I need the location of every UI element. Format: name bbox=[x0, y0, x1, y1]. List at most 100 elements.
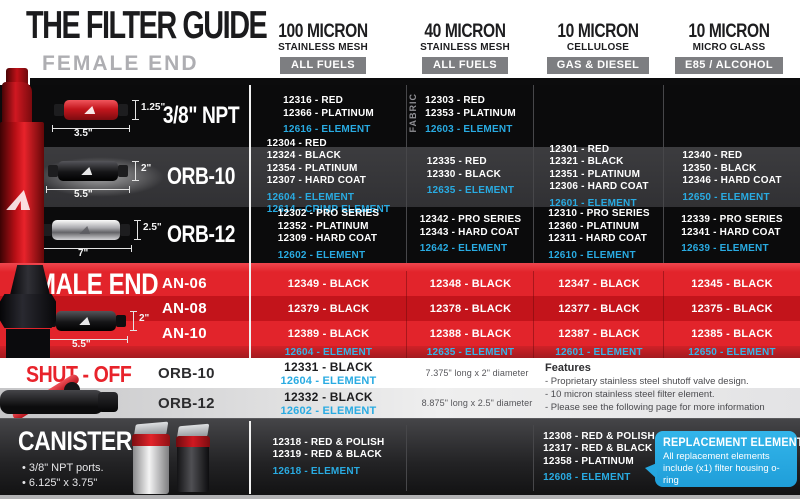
shut-off-section: SHUT - OFF ORB-10 ORB-12 12331 - BLACK 1… bbox=[0, 358, 800, 422]
column-micron-label: 10 MICRON bbox=[557, 21, 639, 42]
canister-title: CANISTER bbox=[18, 426, 132, 456]
column-fuels-badge: ALL FUELS bbox=[280, 57, 366, 74]
valve-body bbox=[0, 390, 104, 414]
part-number: 12311 - HARD COAT bbox=[548, 233, 648, 244]
length-dimension-label: 5.5" bbox=[72, 339, 91, 350]
part-number: 12342 - PRO SERIES bbox=[419, 214, 522, 226]
column-header-10-micron-micro-glass: 10 MICRON MICRO GLASS E85 / ALCOHOL bbox=[660, 21, 798, 74]
bullet-line: • 6.125" x 3.75" bbox=[22, 477, 98, 489]
canister-section: CANISTER • 3/8" NPT ports. • 6.125" x 3.7… bbox=[0, 418, 800, 499]
column-divider bbox=[533, 85, 534, 263]
element-part-number: 12604 - ELEMENT bbox=[266, 191, 355, 203]
part-number: 12335 - RED bbox=[426, 156, 487, 168]
column-divider bbox=[406, 425, 407, 491]
part-number: 12316 - RED bbox=[283, 95, 344, 107]
height-dimension-bracket bbox=[132, 161, 139, 181]
filter-fitting-left bbox=[54, 104, 64, 116]
part-number: 12310 - PRO SERIES bbox=[548, 208, 650, 219]
part-cell: 12345 - BLACK bbox=[664, 271, 800, 296]
canister-specs-list: • 3/8" NPT ports. • 6.125" x 3.75" bbox=[22, 461, 104, 491]
column-header-10-micron-cellulose: 10 MICRON CELLULOSE GAS & DIESEL bbox=[531, 21, 665, 74]
column-micron-label: 40 MICRON bbox=[424, 21, 506, 42]
column-divider bbox=[663, 85, 664, 263]
height-dimension-label: 1.25" bbox=[141, 102, 166, 113]
part-number: 12377 - BLACK bbox=[558, 302, 640, 315]
page-title: THE FILTER GUIDE bbox=[26, 4, 268, 47]
parts-cell: 12304 - RED 12324 - BLACK 12354 - PLATINUM… bbox=[250, 138, 407, 216]
filter-fitting-left bbox=[48, 165, 58, 177]
filter-photo-male-an: 2" 5.5" bbox=[42, 299, 160, 351]
fabric-note: FABRIC bbox=[408, 93, 418, 133]
valve-outlet bbox=[98, 392, 118, 412]
element-cell: 12604 - ELEMENT bbox=[250, 346, 407, 358]
parts-cell: 12301 - RED 12321 - BLACK 12351 - PLATINUM… bbox=[534, 143, 664, 209]
part-number: 12352 - PLATINUM bbox=[277, 220, 369, 232]
part-number: 12309 - HARD COAT bbox=[277, 233, 378, 244]
column-divider bbox=[533, 271, 534, 358]
row-label-orb-10: ORB-10 bbox=[158, 364, 215, 382]
part-cell: 12377 - BLACK bbox=[534, 296, 664, 321]
element-part-number: 12635 - ELEMENT bbox=[426, 185, 515, 197]
row-label-orb-10: ORB-10 bbox=[166, 163, 236, 190]
male-end-section: MALE END AN-06 AN-08 AN-10 2" 5.5" 12349… bbox=[0, 263, 800, 358]
part-number: 12348 - BLACK bbox=[429, 277, 512, 290]
column-media-label: MICRO GLASS bbox=[692, 42, 766, 53]
part-number: 12347 - BLACK bbox=[558, 277, 640, 290]
feat-line: - 10 micron stainless steel filter eleme… bbox=[545, 389, 715, 400]
part-cell: 12385 - BLACK bbox=[664, 321, 800, 346]
features-block: Features - Proprietary stainless steel s… bbox=[545, 362, 797, 414]
part-number: 12389 - BLACK bbox=[287, 327, 370, 340]
header: THE FILTER GUIDE FEMALE END 100 MICRON S… bbox=[0, 0, 800, 85]
part-number: 12385 - BLACK bbox=[691, 327, 773, 340]
label-column-divider bbox=[249, 263, 251, 358]
part-number: 12330 - BLACK bbox=[426, 168, 502, 180]
part-number: 12331 - BLACK bbox=[284, 359, 373, 374]
element-part-number: 12601 - ELEMENT bbox=[555, 346, 643, 358]
column-divider bbox=[663, 271, 664, 358]
row-label-orb-12: ORB-12 bbox=[158, 394, 215, 412]
female-end-section: 1.25" 3.5" 3/8" NPT 12316 - RED 12366 - P… bbox=[0, 85, 800, 263]
part-number: 12319 - RED & BLACK bbox=[272, 449, 382, 461]
features-title: Features bbox=[545, 362, 591, 374]
length-dimension-bracket bbox=[52, 125, 130, 132]
column-header-40-micron: 40 MICRON STAINLESS MESH ALL FUELS bbox=[399, 21, 531, 74]
shut-off-title: SHUT - OFF bbox=[26, 361, 132, 387]
element-part-number: 12616 - ELEMENT bbox=[283, 124, 371, 136]
female-end-subtitle: FEMALE END bbox=[42, 52, 199, 75]
filter-body bbox=[56, 311, 116, 331]
element-part-number: 12601 - ELEMENT bbox=[549, 197, 637, 209]
row-label-orb-12: ORB-12 bbox=[166, 221, 236, 248]
replacement-elements-line2: include (x1) filter housing o-ring bbox=[663, 463, 780, 486]
element-part-number: 12618 - ELEMENT bbox=[272, 465, 361, 477]
part-number: 12301 - RED bbox=[549, 143, 610, 155]
an-fitting-photo-hex-nut bbox=[0, 294, 56, 328]
part-cell: 12375 - BLACK bbox=[664, 296, 800, 321]
parts-cell: FABRIC 12303 - RED 12353 - PLATINUM 12603 … bbox=[407, 85, 534, 147]
part-number: 12308 - RED & POLISH bbox=[543, 430, 655, 442]
element-part-number: 12602 - ELEMENT bbox=[277, 249, 366, 261]
part-cell: 12349 - BLACK bbox=[250, 271, 407, 296]
filter-fitting-right bbox=[118, 165, 128, 177]
size-cell: 7.375" long x 2" diameter bbox=[407, 358, 547, 388]
feat-line: - Proprietary stainless steel shutoff va… bbox=[545, 376, 749, 387]
size-description: 7.375" long x 2" diameter bbox=[425, 368, 529, 378]
label-column-divider bbox=[249, 421, 251, 494]
canister-red-cap bbox=[176, 436, 210, 447]
size-cell: 8.875" long x 2.5" diameter bbox=[407, 388, 547, 418]
height-dimension-label: 2" bbox=[141, 163, 152, 174]
an-fitting-photo-cone bbox=[10, 265, 50, 295]
part-number: 12346 - HARD COAT bbox=[682, 175, 782, 186]
element-cell: 12601 - ELEMENT bbox=[534, 346, 664, 358]
part-number: 12321 - BLACK bbox=[549, 156, 624, 168]
parts-cell: 12316 - RED 12366 - PLATINUM 12616 - ELEME… bbox=[250, 85, 407, 147]
filter-photo-38npt: 1.25" 3.5" bbox=[46, 88, 166, 140]
element-part-number: 12610 - ELEMENT bbox=[548, 249, 636, 261]
shut-off-valve-photo bbox=[0, 364, 135, 422]
size-description: 8.875" long x 2.5" diameter bbox=[421, 398, 533, 408]
length-dimension-label: 7" bbox=[78, 248, 89, 259]
filter-fitting-left bbox=[42, 224, 52, 236]
footer-strip bbox=[0, 495, 800, 499]
parts-cell: 12340 - RED 12350 - BLACK 12346 - HARD COA… bbox=[664, 147, 800, 207]
parts-cell: 12332 - BLACK 12602 - ELEMENT bbox=[250, 388, 407, 418]
